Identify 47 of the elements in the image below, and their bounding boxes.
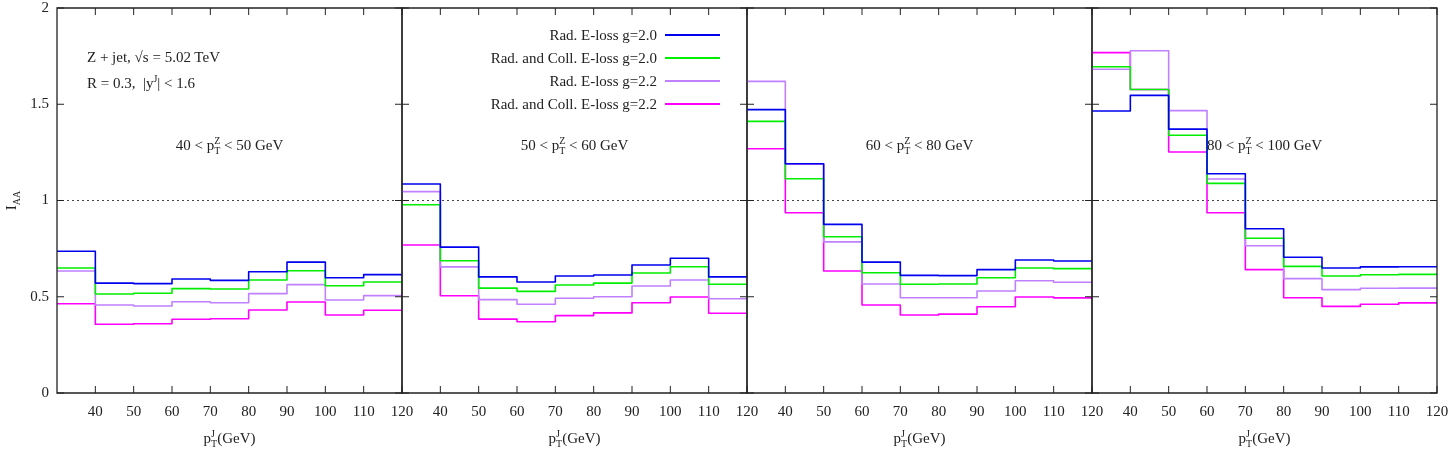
x-tick-label: 60: [164, 402, 180, 419]
x-tick-label: 100: [314, 402, 337, 419]
x-tick-label: 90: [279, 402, 295, 419]
x-tick-label: 90: [1314, 402, 1330, 419]
x-tick-label: 100: [659, 402, 682, 419]
x-tick-label: 100: [1004, 402, 1027, 419]
x-tick-label: 80: [241, 402, 257, 419]
x-tick-label: 110: [1387, 402, 1410, 419]
x-tick-label: 70: [892, 402, 908, 419]
x-tick-label: 90: [969, 402, 985, 419]
x-tick-label: 60: [509, 402, 525, 419]
x-tick-label: 100: [1349, 402, 1372, 419]
x-tick-label: 50: [1161, 402, 1177, 419]
x-tick-label: 70: [1237, 402, 1253, 419]
x-tick-label: 40: [1122, 402, 1138, 419]
legend-label: Rad. and Coll. E-loss g=2.0: [490, 50, 658, 66]
x-tick-label: 50: [471, 402, 487, 419]
x-tick-label: 120: [735, 402, 759, 419]
y-tick-label: 0.5: [30, 287, 49, 304]
x-tick-label: 40: [87, 402, 103, 419]
x-tick-label: 40: [432, 402, 448, 419]
x-tick-label: 110: [697, 402, 720, 419]
annotation: Z + jet, √s = 5.02 TeV: [87, 49, 221, 65]
x-tick-label: 110: [352, 402, 375, 419]
y-tick-label: 1.5: [30, 95, 49, 112]
x-tick-label: 60: [1199, 402, 1215, 419]
x-tick-label: 80: [1276, 402, 1292, 419]
x-tick-label: 70: [202, 402, 218, 419]
x-tick-label: 120: [1080, 402, 1104, 419]
x-tick-label: 60: [854, 402, 870, 419]
x-tick-label: 120: [390, 402, 414, 419]
x-tick-label: 120: [1425, 402, 1449, 419]
x-tick-label: 80: [931, 402, 947, 419]
y-tick-label: 1: [41, 191, 49, 208]
x-tick-label: 90: [624, 402, 640, 419]
legend-label: Rad. and Coll. E-loss g=2.2: [490, 96, 658, 112]
legend-label: Rad. E-loss g=2.0: [549, 27, 657, 43]
x-tick-label: 50: [126, 402, 142, 419]
y-tick-label: 0: [41, 383, 49, 400]
y-axis-title: IAA: [3, 190, 22, 211]
legend-label: Rad. E-loss g=2.2: [549, 73, 657, 89]
y-tick-label: 2: [41, 0, 49, 15]
x-tick-label: 80: [586, 402, 602, 419]
x-tick-label: 40: [777, 402, 793, 419]
x-tick-label: 70: [547, 402, 563, 419]
x-tick-label: 50: [816, 402, 832, 419]
x-tick-label: 110: [1042, 402, 1065, 419]
